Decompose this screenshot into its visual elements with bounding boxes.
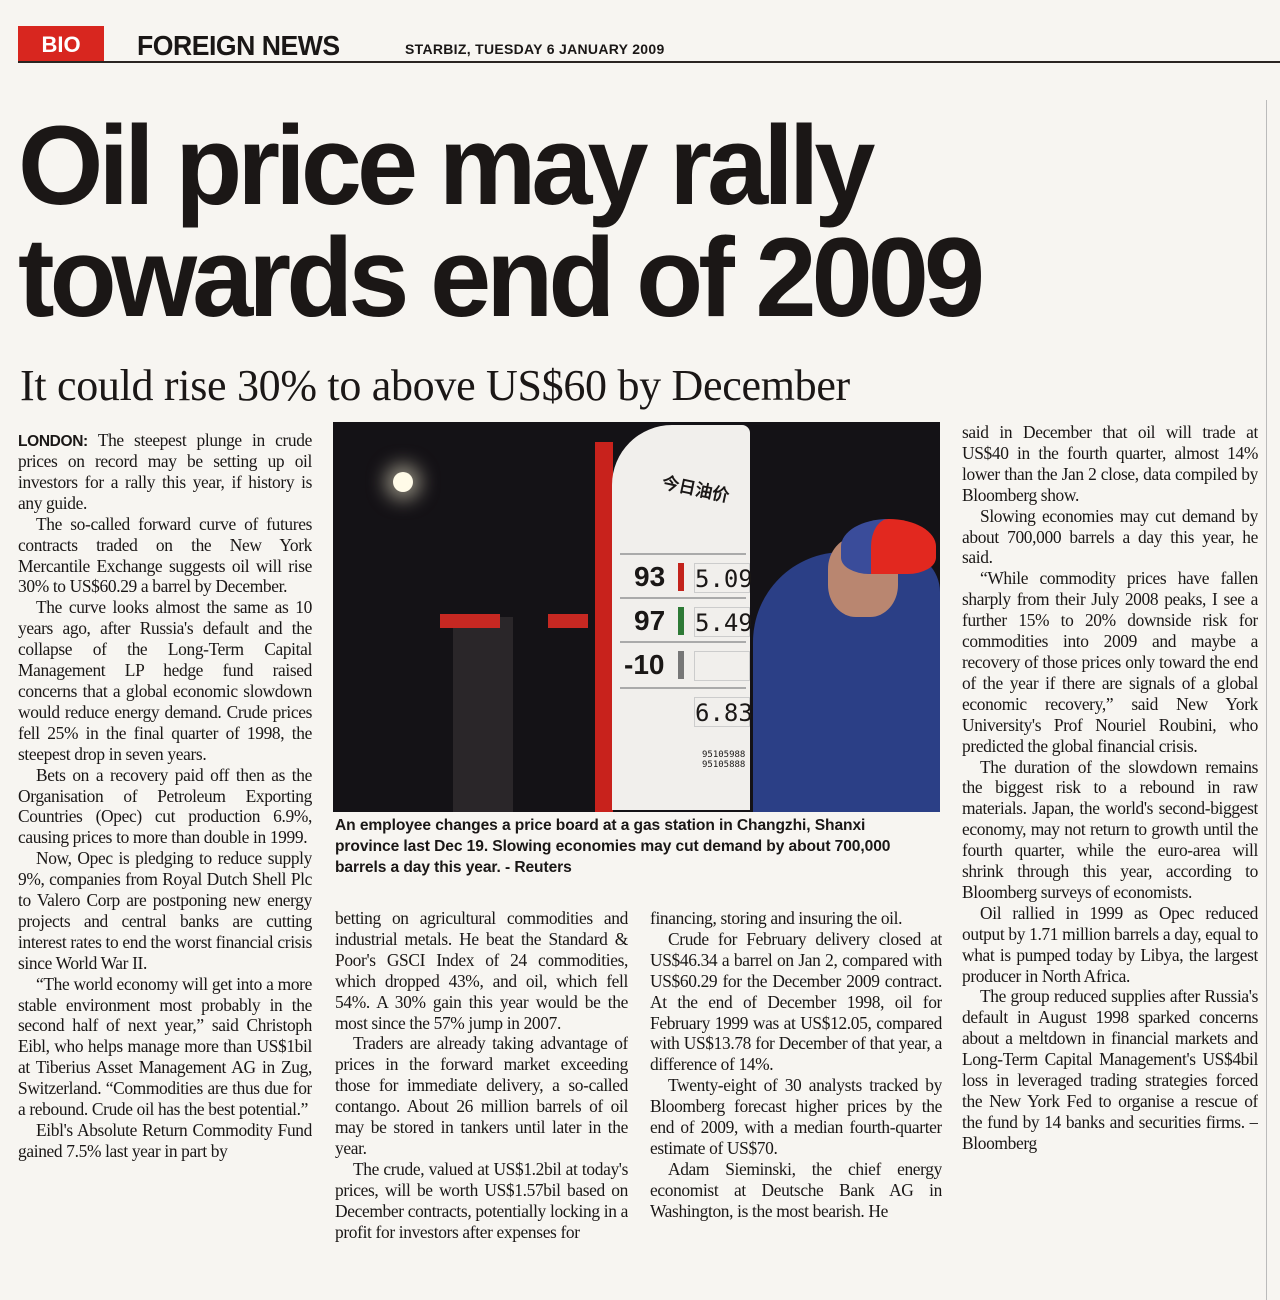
paragraph: Crude for February delivery closed at US…: [650, 928, 942, 1075]
fuel-grade: 97: [634, 605, 666, 636]
paragraph: The crude, valued at US$1.2bil at today'…: [335, 1158, 628, 1242]
phone-number: 95105988: [702, 750, 746, 760]
paragraph: The group reduced supplies after Russia'…: [962, 986, 1258, 1153]
paragraph: LONDON: The steepest plunge in crude pri…: [18, 430, 312, 514]
paragraph: The duration of the slowdown remains the…: [962, 756, 1258, 902]
paragraph: “The world economy will get into a more …: [18, 973, 312, 1120]
pump-sign: [548, 614, 588, 628]
section-badge: BIO: [18, 26, 104, 62]
section-title: FOREIGN NEWS: [137, 30, 340, 61]
price-row: -10: [620, 641, 750, 683]
headline-line-2: towards end of 2009: [18, 215, 985, 340]
station-pillar: [453, 617, 513, 812]
fuel-price: 5.09: [694, 563, 753, 593]
paragraph: Slowing economies may cut demand by abou…: [962, 505, 1258, 568]
phone-number: 95105888: [702, 760, 746, 770]
article-column-1: LONDON: The steepest plunge in crude pri…: [18, 430, 312, 1292]
paragraph: Bets on a recovery paid off then as the …: [18, 764, 312, 848]
headline: Oil price may rally towards end of 2009: [18, 103, 985, 340]
article-column-3: financing, storing and insuring the oil.…: [650, 908, 942, 1292]
board-title: 今日油价: [660, 473, 731, 507]
station-light: [393, 472, 413, 492]
grade-color-bar: [678, 563, 684, 591]
article-dateline: LONDON:: [18, 433, 88, 450]
photo-caption: An employee changes a price board at a g…: [335, 817, 891, 876]
price-board: 今日油价 93 5.09 97 5.49 -10 6.83 95105988 9510…: [612, 425, 753, 810]
subheadline: It could rise 30% to above US$60 by Dece…: [20, 361, 850, 410]
phone-numbers: 95105988 95105888: [702, 750, 745, 770]
price-row: 93 5.09: [620, 553, 753, 595]
paragraph: “While commodity prices have fallen shar…: [962, 568, 1258, 756]
price-row: 6.83: [620, 687, 753, 729]
price-row: 97 5.49: [620, 597, 753, 639]
paragraph: Now, Opec is pledging to reduce supply 9…: [18, 848, 312, 973]
publication-dateline: STARBIZ, TUESDAY 6 JANUARY 2009: [405, 41, 665, 57]
article-column-2: betting on agricultural commodities and …: [335, 908, 628, 1292]
fuel-price: 5.49: [694, 607, 753, 637]
headline-line-1: Oil price may rally: [18, 103, 875, 228]
header-rule: [18, 61, 1280, 63]
grade-color-bar: [678, 607, 684, 635]
paragraph: said in December that oil will trade at …: [962, 422, 1258, 505]
fuel-price: 6.83: [694, 697, 753, 727]
paragraph: Traders are already taking advantage of …: [335, 1033, 628, 1158]
article-column-4: said in December that oil will trade at …: [962, 422, 1258, 1292]
paragraph-text: The steepest plunge in crude prices on r…: [18, 430, 312, 513]
red-post: [595, 442, 613, 812]
fuel-grade: 93: [634, 561, 666, 592]
paragraph: Adam Sieminski, the chief energy economi…: [650, 1158, 942, 1221]
grade-color-bar: [678, 651, 684, 679]
paragraph: The so-called forward curve of futures c…: [18, 513, 312, 597]
paragraph: financing, storing and insuring the oil.: [650, 908, 903, 928]
paragraph: The curve looks almost the same as 10 ye…: [18, 597, 312, 764]
paragraph: betting on agricultural commodities and …: [335, 908, 628, 1033]
column-rule: [1266, 100, 1267, 1300]
fuel-price: [694, 651, 750, 681]
fuel-grade: -10: [624, 649, 665, 680]
worker-cap: [841, 519, 936, 574]
paragraph: Oil rallied in 1999 as Opec reduced outp…: [962, 902, 1258, 986]
paragraph: Eibl's Absolute Return Commodity Fund ga…: [18, 1120, 312, 1161]
pump-sign: [440, 614, 500, 628]
paragraph: Twenty-eight of 30 analysts tracked by B…: [650, 1075, 942, 1158]
